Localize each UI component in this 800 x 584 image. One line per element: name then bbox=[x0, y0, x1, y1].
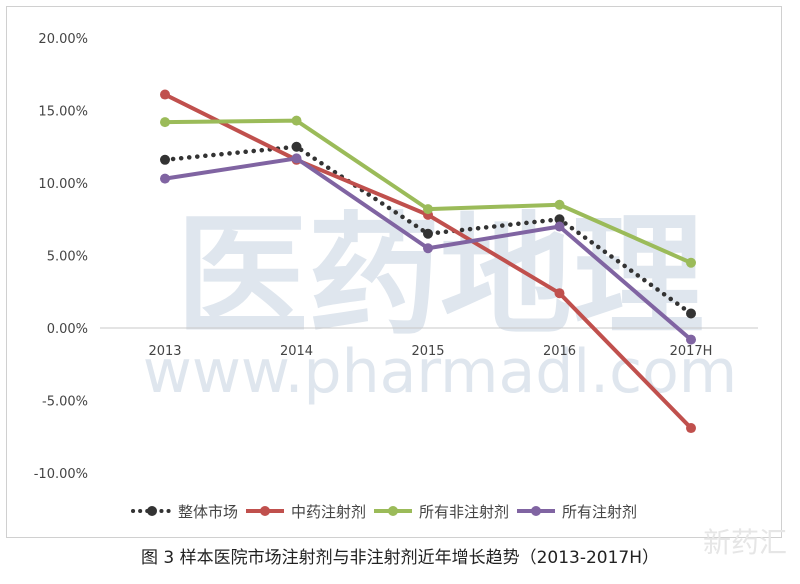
svg-text:新药汇: 新药汇 bbox=[703, 526, 787, 559]
x-tick-label: 2017H bbox=[670, 344, 713, 359]
chart-frame bbox=[6, 6, 782, 538]
y-tick-label: 15.00% bbox=[38, 105, 88, 120]
data-point bbox=[160, 89, 170, 100]
x-tick-label: 2013 bbox=[148, 344, 181, 359]
y-tick-label: 5.00% bbox=[47, 250, 88, 265]
y-tick-label: -10.00% bbox=[34, 467, 88, 482]
legend-marker bbox=[531, 506, 541, 516]
data-point bbox=[291, 115, 302, 126]
data-point bbox=[160, 154, 170, 165]
x-tick-label: 2016 bbox=[543, 344, 576, 359]
data-point bbox=[160, 117, 170, 128]
data-point bbox=[554, 221, 565, 232]
legend-label: 所有注射剂 bbox=[562, 503, 637, 521]
data-point bbox=[554, 199, 565, 210]
data-point bbox=[686, 423, 696, 434]
data-point bbox=[686, 308, 696, 319]
y-tick-label: 10.00% bbox=[38, 177, 88, 192]
data-point bbox=[554, 288, 565, 299]
data-point bbox=[423, 228, 433, 239]
series-0 bbox=[160, 141, 696, 319]
data-point bbox=[554, 214, 565, 225]
series-3 bbox=[160, 153, 696, 345]
data-point bbox=[291, 141, 302, 152]
legend-label: 所有非注射剂 bbox=[419, 503, 509, 521]
data-point bbox=[686, 257, 696, 268]
legend: 整体市场 中药注射剂 所有非注射剂 所有注射剂 bbox=[131, 503, 637, 521]
data-point bbox=[160, 173, 170, 184]
data-point bbox=[686, 334, 696, 345]
data-point bbox=[423, 243, 433, 254]
y-tick-label: 20.00% bbox=[38, 32, 88, 47]
legend-marker bbox=[260, 506, 270, 516]
legend-marker bbox=[147, 506, 157, 516]
y-tick-label: -5.00% bbox=[42, 395, 88, 410]
data-point bbox=[423, 204, 433, 215]
data-point bbox=[291, 153, 302, 164]
series-2 bbox=[160, 115, 696, 268]
legend-marker bbox=[388, 506, 398, 516]
x-tick-label: 2015 bbox=[411, 344, 444, 359]
legend-label: 中药注射剂 bbox=[291, 503, 366, 521]
x-tick-label: 2014 bbox=[280, 344, 313, 359]
chart-caption: 图 3 样本医院市场注射剂与非注射剂近年增长趋势（2013-2017H） bbox=[140, 548, 660, 568]
y-tick-label: 0.00% bbox=[47, 322, 88, 337]
legend-label: 整体市场 bbox=[178, 503, 238, 521]
